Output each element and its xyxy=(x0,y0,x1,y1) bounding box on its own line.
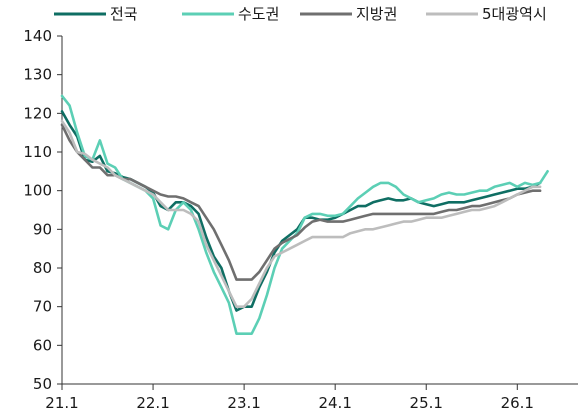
y-tick-label: 60 xyxy=(33,336,52,354)
y-tick-label: 120 xyxy=(23,104,52,122)
legend-label: 5대광역시 xyxy=(482,5,547,23)
series-line-2 xyxy=(60,123,542,281)
x-tick-label: 26.1 xyxy=(501,394,534,412)
y-tick-label: 80 xyxy=(33,259,52,277)
x-tick-label: 25.1 xyxy=(410,394,443,412)
x-tick-label: 23.1 xyxy=(227,394,260,412)
y-tick-label: 70 xyxy=(33,298,52,316)
x-tick-label: 24.1 xyxy=(318,394,351,412)
legend-item: 전국 xyxy=(54,5,138,23)
series-layer xyxy=(60,94,549,335)
x-axis: 21.1 22.1 23.1 24.1 25.1 26.1 xyxy=(45,383,578,412)
legend-label: 지방권 xyxy=(356,5,397,23)
legend-item: 5대광역시 xyxy=(426,5,547,23)
y-tick-label: 100 xyxy=(23,182,52,200)
legend-item: 수도권 xyxy=(182,5,279,23)
legend-label: 수도권 xyxy=(238,5,279,23)
y-tick-label: 140 xyxy=(23,27,52,45)
y-tick-label: 90 xyxy=(33,220,52,238)
legend: 전국 수도권 지방권 5대광역시 xyxy=(54,5,547,23)
y-tick-label: 110 xyxy=(23,143,52,161)
x-tick-label: 22.1 xyxy=(136,394,169,412)
legend-label: 전국 xyxy=(110,5,138,23)
series-line-1 xyxy=(60,94,549,335)
y-tick-label: 130 xyxy=(23,66,52,84)
x-tick-label: 21.1 xyxy=(45,394,78,412)
y-tick-label: 50 xyxy=(33,375,52,393)
legend-item: 지방권 xyxy=(300,5,397,23)
y-axis: 50 60 70 80 90 100 110 120 130 140 xyxy=(23,27,63,393)
series-line-3 xyxy=(60,119,542,308)
